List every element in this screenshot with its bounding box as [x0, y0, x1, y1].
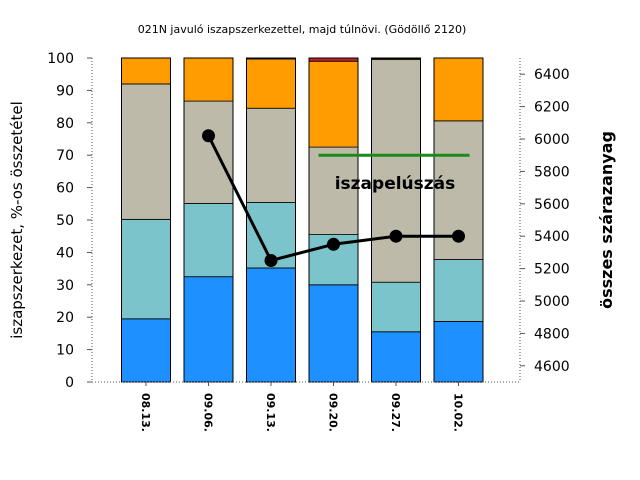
line-series-layer [202, 129, 465, 267]
y2-tick-label-6200: 6200 [534, 100, 570, 116]
line-point-09.13. [264, 254, 278, 267]
x-tick-label-09.13.: 09.13. [264, 393, 277, 432]
y-axis-label: iszapszerkezet, %-os összetétel [8, 101, 26, 339]
y-tick-label-0: 0 [65, 375, 74, 391]
bar-segment-orange-09.13. [246, 58, 296, 109]
x-tick-label-09.20.: 09.20. [327, 393, 340, 432]
y2-tick-label-5800: 5800 [534, 164, 570, 180]
bar-segment-gray-09.06. [183, 100, 234, 204]
y2-tick-label-5600: 5600 [534, 197, 570, 213]
y2-tick-label-5000: 5000 [534, 294, 570, 310]
axes-layer: 0 10 20 30 40 50 60 70 80 90 100 4600 4800 5000 5200 54… [47, 51, 569, 432]
bar-segment-teal-10.02. [433, 259, 484, 322]
x-tick-label-09.27.: 09.27. [389, 393, 402, 432]
bar-segment-orange-09.20. [308, 60, 359, 148]
y-tick-label-70: 70 [56, 148, 74, 164]
bar-segment-orange-08.13. [121, 57, 171, 85]
bar-segment-blue-09.13. [246, 267, 296, 383]
bar-segment-orange-09.06. [183, 57, 234, 102]
y-tick-label-90: 90 [56, 83, 74, 99]
y-tick-label-10: 10 [56, 343, 74, 359]
y2-tick-label-4600: 4600 [534, 359, 570, 375]
bar-segment-orange-10.02. [433, 57, 484, 122]
bar-segment-blue-09.06. [183, 276, 234, 383]
bar-segment-teal-09.27. [371, 281, 421, 333]
chart-title: 021N javuló iszapszerkezettel, majd túln… [138, 23, 467, 36]
y-tick-label-20: 20 [56, 310, 74, 326]
line-point-09.06. [202, 129, 215, 143]
y-tick-label-100: 100 [47, 51, 74, 67]
y2-tick-label-6400: 6400 [534, 67, 570, 83]
bar-segment-blue-09.20. [308, 284, 359, 383]
x-tick-label-10.02.: 10.02. [452, 393, 465, 432]
bar-segment-gray-09.27. [371, 59, 421, 283]
bar-segment-teal-08.13. [121, 218, 171, 320]
line-point-09.27. [389, 229, 403, 243]
y-tick-label-80: 80 [56, 116, 74, 132]
y2-tick-label-4800: 4800 [534, 326, 570, 342]
y-tick-label-60: 60 [56, 181, 74, 197]
x-tick-label-09.06.: 09.06. [202, 393, 215, 432]
y-tick-label-50: 50 [56, 213, 74, 229]
x-tick-label-08.13.: 08.13. [139, 393, 152, 432]
y2-tick-label-6000: 6000 [534, 132, 570, 148]
bar-segment-blue-08.13. [121, 318, 171, 383]
line-point-09.20. [327, 237, 340, 251]
bar-segment-teal-09.06. [183, 203, 234, 278]
bar-segment-gray-09.13. [246, 107, 296, 203]
bar-segment-blue-10.02. [433, 321, 484, 383]
y2-tick-label-5400: 5400 [534, 229, 570, 245]
bar-segment-blue-09.27. [371, 331, 421, 383]
line-point-10.02. [452, 229, 465, 243]
y-tick-label-40: 40 [56, 245, 74, 261]
y-tick-label-30: 30 [56, 278, 74, 294]
bars-layer [121, 57, 484, 383]
bar-segment-gray-08.13. [121, 83, 171, 220]
y2-tick-label-5200: 5200 [534, 262, 570, 278]
y2-axis-label: összes szárazanyag [597, 131, 616, 309]
annotation-iszapelúszás: iszapelúszás [335, 174, 456, 194]
